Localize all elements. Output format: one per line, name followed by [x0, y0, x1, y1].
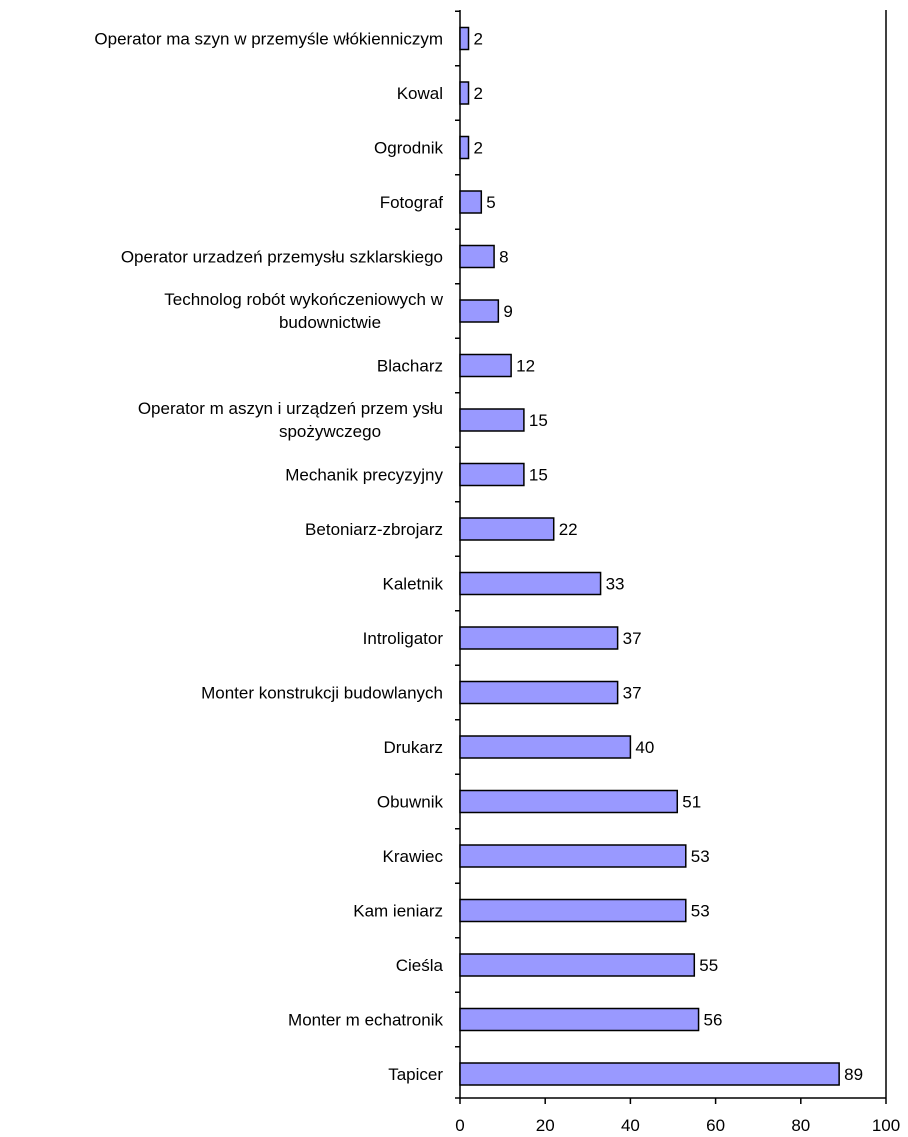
value-label: 55 [699, 956, 718, 975]
bar [459, 462, 525, 487]
bar [459, 26, 470, 51]
category-label: Monter m echatronik [288, 1011, 443, 1030]
category-label: Cieśla [396, 956, 444, 975]
value-label: 22 [559, 520, 578, 539]
value-label: 5 [486, 193, 495, 212]
bar [459, 244, 495, 269]
bar [459, 517, 555, 541]
bar [459, 408, 525, 432]
value-label: 89 [844, 1065, 863, 1084]
bar [459, 1007, 700, 1032]
category-label: Obuwnik [377, 793, 444, 812]
category-label: Fotograf [380, 193, 444, 212]
x-tick-label: 20 [536, 1116, 555, 1135]
category-label: Kam ieniarz [353, 902, 443, 921]
plot-frame [455, 10, 887, 1099]
value-label: 56 [704, 1011, 723, 1030]
value-label: 51 [682, 793, 701, 812]
value-label: 2 [474, 139, 483, 158]
category-label-line: spożywczego [279, 422, 381, 441]
bar [459, 789, 679, 814]
bar [459, 844, 687, 868]
bar [459, 680, 619, 705]
category-label: Betoniarz-zbrojarz [305, 520, 443, 539]
bar [459, 735, 632, 759]
bar [459, 190, 483, 214]
value-label: 2 [474, 30, 483, 49]
category-label: Ogrodnik [374, 139, 443, 158]
category-labels: Operator ma szyn w przemyśle włókiennicz… [94, 30, 443, 1085]
category-label: Kowal [397, 84, 443, 103]
bar [459, 953, 696, 977]
value-label: 2 [474, 84, 483, 103]
category-label-line: Operator m aszyn i urządzeń przem ysłu [138, 399, 443, 418]
bar [459, 571, 602, 596]
x-tick-label: 60 [706, 1116, 725, 1135]
category-label: Drukarz [383, 738, 443, 757]
bar [459, 1062, 840, 1086]
category-label: Operator m aszyn i urządzeń przem ysłu sp… [138, 399, 443, 441]
value-label: 53 [691, 902, 710, 921]
category-label: Operator ma szyn w przemyśle włókiennicz… [94, 30, 443, 49]
value-label: 37 [623, 629, 642, 648]
bar [459, 353, 512, 378]
category-label: Technolog robót wykończeniowych w budowni… [164, 290, 443, 332]
bar [459, 135, 470, 160]
value-label: 15 [529, 411, 548, 430]
bars-group [459, 26, 840, 1086]
x-tick-label: 80 [791, 1116, 810, 1135]
value-label: 8 [499, 248, 508, 267]
bar [459, 81, 470, 105]
bar [459, 299, 500, 323]
value-label: 15 [529, 466, 548, 485]
value-label: 33 [606, 575, 625, 594]
bar [459, 898, 687, 923]
category-label: Blacharz [377, 357, 443, 376]
category-label: Introligator [363, 629, 444, 648]
value-label: 12 [516, 357, 535, 376]
x-tick-label: 100 [872, 1116, 900, 1135]
category-label: Monter konstrukcji budowlanych [201, 684, 443, 703]
category-label: Krawiec [383, 847, 444, 866]
x-tick-label: 0 [455, 1116, 464, 1135]
bar [459, 626, 619, 650]
category-label: Kaletnik [383, 575, 444, 594]
value-label: 37 [623, 684, 642, 703]
category-label-line: budownictwie [279, 313, 381, 332]
x-axis: 0 20 40 60 80 100 [455, 1098, 900, 1135]
category-label: Tapicer [388, 1065, 443, 1084]
category-label: Operator urzadzeń przemysłu szklarskiego [121, 248, 443, 267]
category-label: Mechanik precyzyjny [285, 466, 443, 485]
x-tick-label: 40 [621, 1116, 640, 1135]
value-label: 53 [691, 847, 710, 866]
category-label-line: Technolog robót wykończeniowych w [164, 290, 443, 309]
value-label: 40 [635, 738, 654, 757]
value-label: 9 [503, 302, 512, 321]
